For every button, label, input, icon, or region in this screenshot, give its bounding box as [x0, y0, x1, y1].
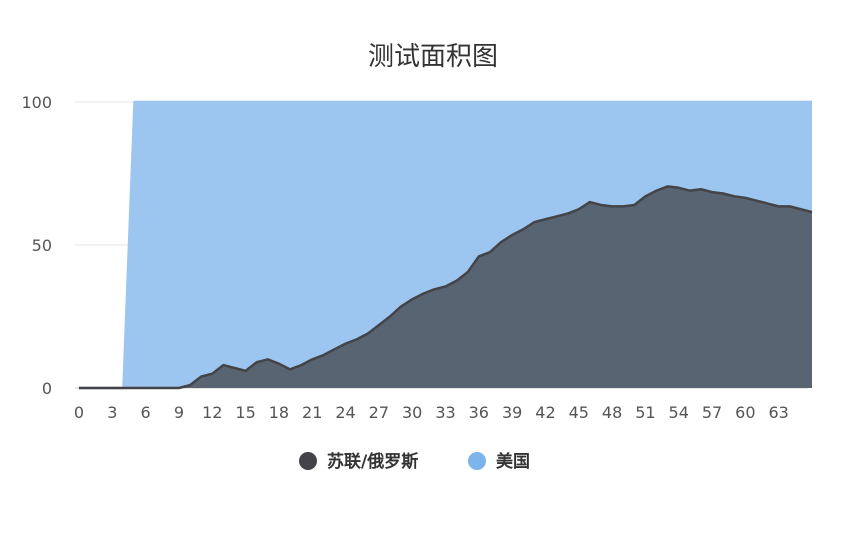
series-line-ussr-russia[interactable]: [79, 185, 813, 390]
legend-item[interactable]: 苏联/俄罗斯: [299, 451, 418, 472]
y-tick-label: 50: [32, 236, 52, 255]
legend-marker: [299, 452, 317, 470]
x-tick-label: 18: [269, 403, 289, 422]
x-tick-label: 30: [402, 403, 422, 422]
x-tick-label: 27: [369, 403, 389, 422]
x-tick-label: 45: [569, 403, 589, 422]
areas: [79, 100, 813, 390]
y-tick-label: 100: [21, 93, 52, 112]
x-tick-label: 9: [174, 403, 184, 422]
x-tick-label: 6: [141, 403, 151, 422]
x-tick-label: 42: [535, 403, 555, 422]
x-tick-label: 3: [107, 403, 117, 422]
x-tick-label: 51: [635, 403, 655, 422]
x-tick-label: 21: [302, 403, 322, 422]
x-tick-label: 54: [669, 403, 689, 422]
x-tick-label: 33: [435, 403, 455, 422]
x-tick-label: 63: [769, 403, 789, 422]
legend[interactable]: 苏联/俄罗斯 美国: [299, 451, 530, 472]
x-tick-label: 57: [702, 403, 722, 422]
x-tick-label: 12: [202, 403, 222, 422]
y-tick-label: 0: [42, 379, 52, 398]
legend-label: 苏联/俄罗斯: [327, 451, 418, 472]
x-tick-label: 24: [335, 403, 355, 422]
x-tick-label: 36: [469, 403, 489, 422]
legend-label: 美国: [496, 451, 530, 472]
legend-marker: [468, 452, 486, 470]
x-tick-label: 60: [735, 403, 755, 422]
x-tick-label: 15: [235, 403, 255, 422]
x-tick-label: 48: [602, 403, 622, 422]
x-tick-label: 39: [502, 403, 522, 422]
chart-title: 测试面积图: [367, 42, 498, 72]
series-line-usa[interactable]: [79, 100, 812, 390]
x-tick-label: 0: [74, 403, 84, 422]
legend-item[interactable]: 美国: [468, 451, 530, 472]
